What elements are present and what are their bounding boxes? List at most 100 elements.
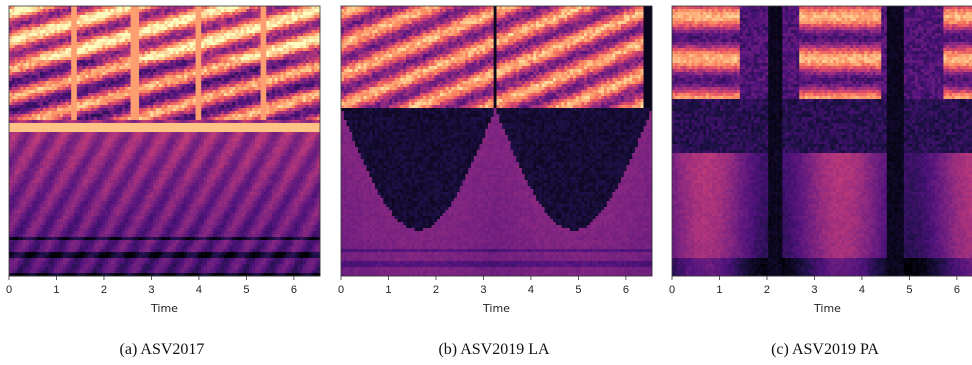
spectrogram-cell [34,21,38,25]
spectrogram-cell [107,204,112,208]
spectrogram-cell [65,69,69,73]
spectrogram-cell [90,117,95,121]
spectrogram-cell [119,99,123,103]
spectrogram-cell [34,84,38,88]
spectrogram-cell [54,216,58,220]
spectrogram-cell [156,135,160,139]
spectrogram-cell [25,147,30,151]
spectrogram-cell [150,150,154,154]
spectrogram-cell [23,27,27,31]
spectrogram-cell [139,162,143,166]
spectrogram-cell [158,33,162,37]
spectrogram-cell [105,81,109,85]
spectrogram-cell [62,48,66,52]
spectrogram-cell [93,6,97,10]
spectrogram-cell [119,156,123,160]
spectrogram-cell [74,147,78,151]
spectrogram-cell [113,90,117,94]
spectrogram-cell [11,60,15,64]
spectrogram-cell [68,72,72,76]
spectrogram-cell [96,36,100,40]
spectrogram-cell [59,123,64,127]
spectrogram-cell [164,66,168,70]
spectrogram-cell [93,57,97,61]
spectrogram-cell [17,18,21,22]
spectrogram-cell [93,78,97,82]
spectrogram-cell [113,144,117,148]
spectrogram-cell [79,96,83,100]
spectrogram-cell [20,150,24,154]
spectrogram-cell [113,42,117,46]
spectrogram-cell [156,186,160,190]
spectrogram-cell [139,249,143,253]
spectrogram-cell [156,222,160,226]
spectrogram-cell [20,144,24,148]
spectrogram-cell [156,39,160,43]
spectrogram-cell [127,198,131,202]
spectrogram-cell [127,249,131,253]
spectrogram-cell [139,63,143,67]
spectrogram-cell [113,81,117,85]
spectrogram-cell [139,141,143,145]
spectrogram-cell [99,228,103,232]
spectrogram-cell [59,117,64,121]
spectrogram-cell [9,252,13,256]
spectrogram-cell [31,171,35,175]
spectrogram-cell [93,39,97,43]
spectrogram-cell [105,216,109,220]
spectrogram-cell [136,12,140,16]
spectrogram-cell [124,210,129,214]
spectrogram-cell [76,159,80,163]
spectrogram-cell [68,201,72,205]
spectrogram-cell [102,255,106,259]
spectrogram-cell [156,12,160,16]
spectrogram-cell [96,195,100,199]
spectrogram-cell [127,30,131,34]
spectrogram-cell [79,102,83,106]
spectrogram-cell [59,114,64,118]
spectrogram-cell [161,120,165,124]
spectrogram-cell [17,111,21,115]
spectrogram-cell [65,21,69,25]
spectrogram-cell [147,156,151,160]
spectrogram-cell [147,105,151,109]
spectrogram-cell [93,33,97,37]
spectrogram-cell [45,159,49,163]
spectrogram-cell [102,249,106,253]
spectrogram-cell [45,147,49,151]
spectrogram-cell [25,183,30,187]
spectrogram-cell [11,90,15,94]
spectrogram-cell [14,273,18,277]
spectrogram-cell [136,30,140,34]
spectrogram-cell [17,45,21,49]
spectrogram-cell [107,258,112,262]
spectrogram-cell [14,90,18,94]
spectrogram-cell [37,201,41,205]
spectrogram-cell [23,243,27,247]
spectrogram-cell [133,90,137,94]
spectrogram-cell [136,267,140,271]
spectrogram-cell [76,267,80,271]
spectrogram-cell [85,270,89,274]
spectrogram-cell [17,51,21,55]
spectrogram-cell [144,225,148,229]
spectrogram-cell [17,222,21,226]
spectrogram-cell [45,150,49,154]
spectrogram-cell [127,183,131,187]
spectrogram-cell [107,267,112,271]
spectrogram-cell [110,141,114,145]
spectrogram-cell [110,240,114,244]
spectrogram-cell [68,78,72,82]
spectrogram-cell [99,117,103,121]
spectrogram-cell [31,18,35,22]
spectrogram-cell [158,180,162,184]
spectrogram-cell [28,237,32,241]
spectrogram-cell [71,27,75,31]
spectrogram-cell [139,51,143,55]
spectrogram-cell [133,255,137,259]
spectrogram-cell [105,117,109,121]
spectrogram-cell [144,147,148,151]
spectrogram-cell [42,216,47,220]
spectrogram-cell [82,84,86,88]
spectrogram-cell [133,144,137,148]
